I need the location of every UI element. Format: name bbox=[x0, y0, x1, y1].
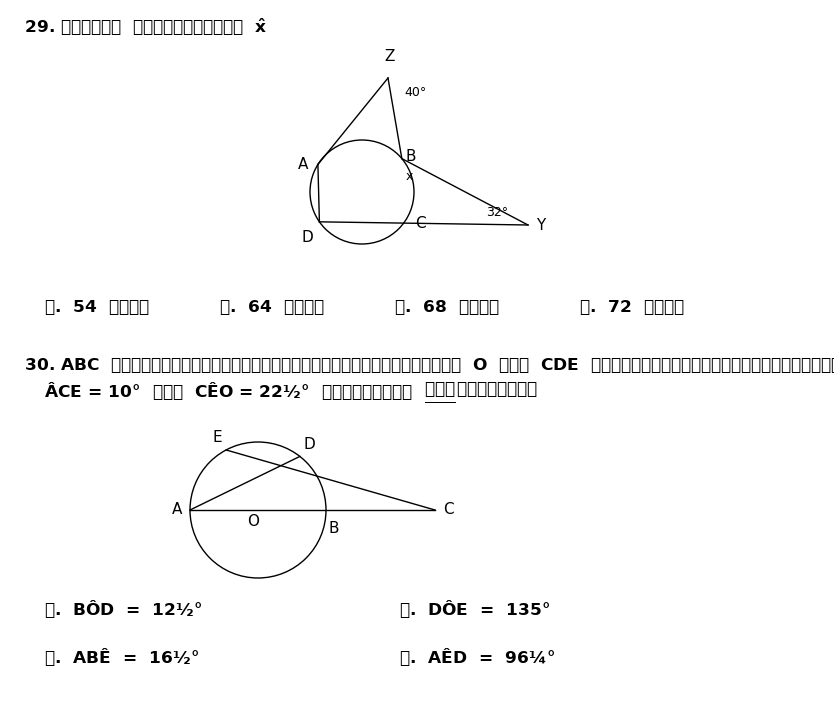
Text: A: A bbox=[298, 157, 308, 172]
Text: C: C bbox=[443, 503, 454, 518]
Text: B: B bbox=[406, 149, 416, 164]
Text: Z: Z bbox=[384, 49, 395, 64]
Text: 40°: 40° bbox=[404, 86, 426, 99]
Text: 32°: 32° bbox=[486, 206, 508, 220]
Text: B: B bbox=[329, 521, 339, 536]
Text: E: E bbox=[213, 430, 222, 445]
Text: Y: Y bbox=[536, 218, 545, 233]
Text: D: D bbox=[302, 230, 314, 245]
Text: A: A bbox=[172, 503, 182, 518]
Text: O: O bbox=[247, 514, 259, 529]
Text: C: C bbox=[414, 216, 425, 231]
Text: x: x bbox=[406, 169, 413, 183]
Text: D: D bbox=[304, 437, 315, 452]
